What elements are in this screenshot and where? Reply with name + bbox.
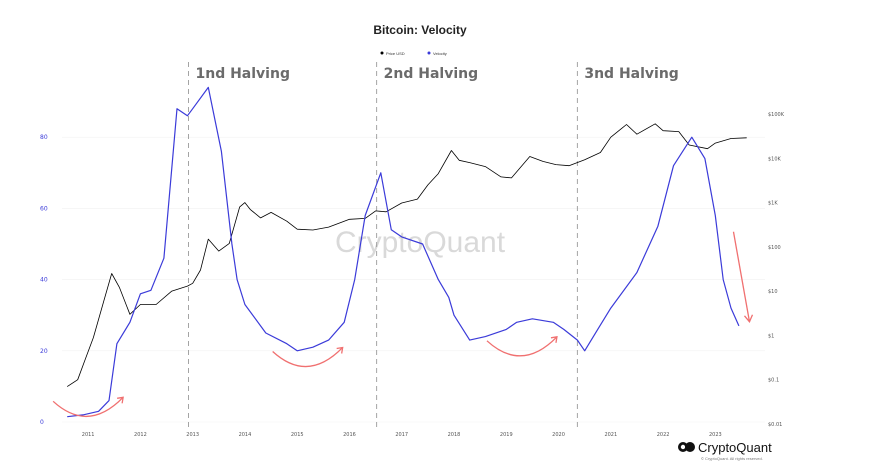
y-right-tick-label: $100 (768, 245, 781, 251)
brand-block: CryptoQuant © CryptoQuant. All rights re… (678, 440, 772, 461)
brand-rights: © CryptoQuant. All rights reserved. (701, 456, 763, 461)
x-tick-label: 2020 (552, 432, 565, 438)
x-tick-label: 2018 (448, 432, 461, 438)
x-tick-label: 2015 (291, 432, 304, 438)
brand-name: CryptoQuant (698, 440, 772, 455)
y-right-tick-label: $10K (768, 156, 782, 162)
arrowhead (550, 336, 558, 343)
legend-swatch-velocity (427, 51, 431, 55)
legend-label-price: Price USD (386, 51, 405, 56)
y-left-tick-label: 80 (40, 134, 48, 141)
halving-label: 1nd Halving (195, 66, 289, 82)
x-tick-label: 2019 (500, 432, 513, 438)
trend-arc-arrow (52, 396, 124, 417)
x-tick-label: 2013 (186, 432, 199, 438)
y-left-tick-label: 40 (40, 277, 48, 284)
legend: Price USD Velocity (380, 51, 447, 56)
cryptoquant-logo-icon (678, 442, 695, 452)
y-left-tick-label: 60 (40, 205, 48, 212)
halving-label: 2nd Halving (384, 66, 478, 82)
price-line (66, 123, 747, 387)
y-left-tick-label: 0 (40, 419, 44, 426)
x-tick-label: 2022 (657, 432, 670, 438)
arrowhead (743, 314, 754, 324)
y-right-tick-label: $1 (768, 333, 774, 339)
trend-down-arrow (732, 231, 751, 322)
trend-arc-arrow (486, 336, 558, 357)
halving-label: 3nd Halving (584, 66, 678, 82)
arrowhead (117, 396, 124, 404)
y-left-tick-label: 20 (40, 348, 48, 355)
x-tick-label: 2012 (134, 432, 147, 438)
y-right-tick-label: $1K (768, 201, 778, 207)
legend-swatch-price (380, 51, 384, 55)
trend-arc-arrow (272, 347, 344, 368)
halving-markers: 1nd Halving 2nd Halving 3nd Halving (188, 62, 679, 428)
series (66, 86, 747, 418)
grid (62, 136, 765, 423)
y-right-tick-label: $10 (768, 289, 778, 295)
axes: 0 20 40 60 80 $0.01 $0.1 $1 $10 $100 $1K $10K $100K 2… (40, 112, 785, 438)
x-tick-label: 2011 (82, 432, 95, 438)
x-tick-label: 2023 (709, 432, 722, 438)
legend-label-velocity: Velocity (433, 51, 447, 56)
y-right-tick-label: $100K (768, 112, 785, 118)
chart-title: Bitcoin: Velocity (373, 23, 467, 37)
annotations (52, 231, 754, 417)
x-tick-label: 2021 (604, 432, 617, 438)
y-right-tick-label: $0.01 (768, 422, 782, 428)
arrowhead (336, 346, 344, 354)
y-right-tick-label: $0.1 (768, 378, 779, 384)
watermark: CryptoQuant (335, 226, 506, 259)
x-tick-label: 2014 (239, 432, 252, 438)
velocity-line (67, 86, 740, 418)
x-tick-label: 2017 (395, 432, 408, 438)
x-tick-label: 2016 (343, 432, 356, 438)
